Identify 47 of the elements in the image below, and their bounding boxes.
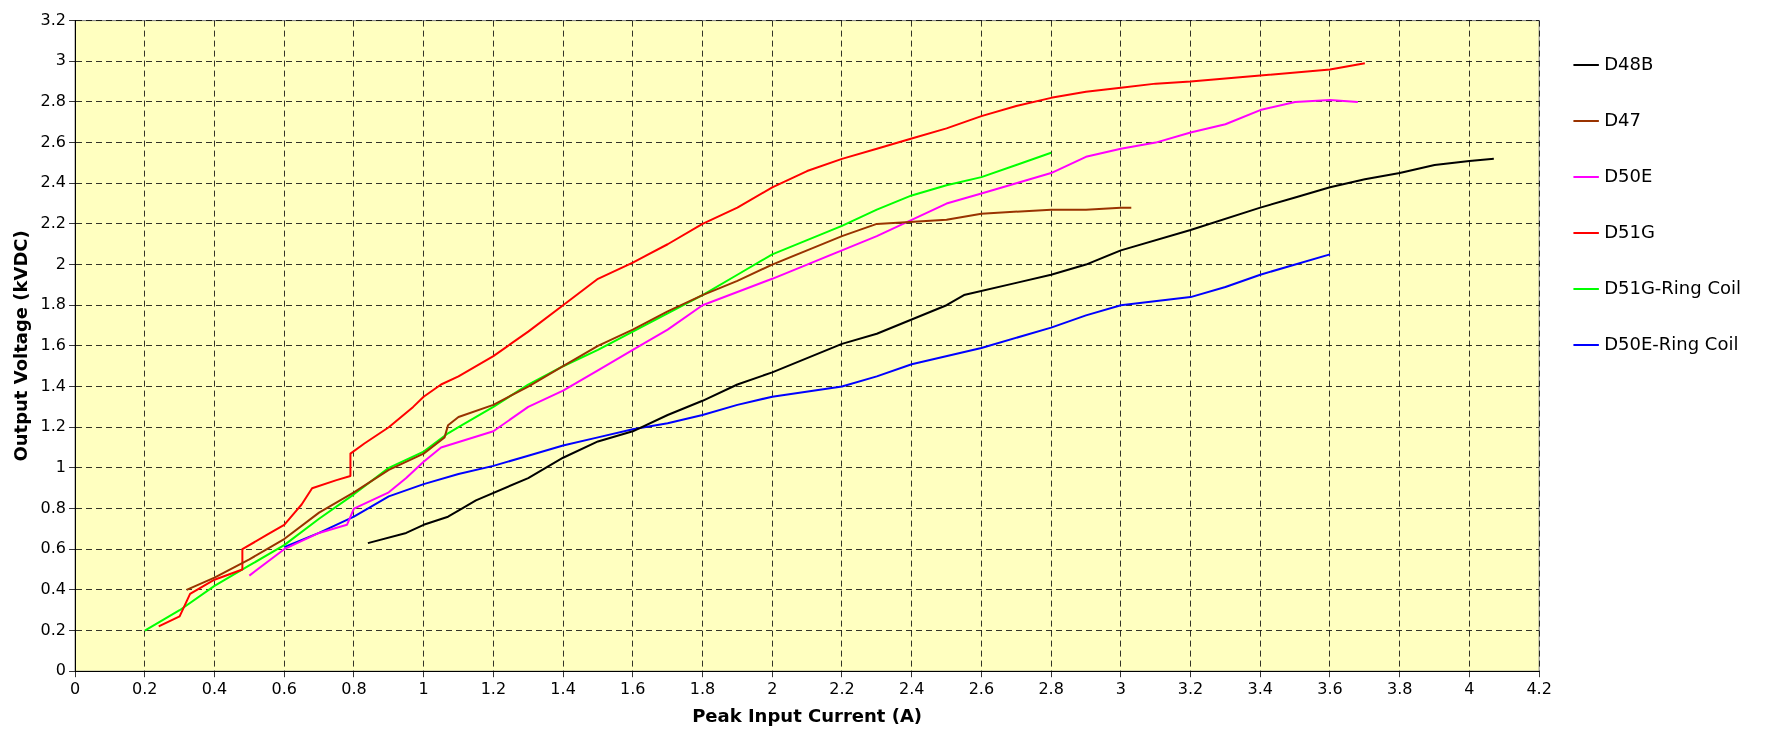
- x-tick-label: 2.4: [898, 678, 925, 698]
- y-tick-label: 3: [55, 50, 67, 70]
- x-tick-label: 3: [1115, 678, 1126, 698]
- legend-label: D47: [1604, 108, 1641, 130]
- x-tick-label: 1.4: [550, 678, 576, 698]
- x-tick-label: 0.2: [132, 678, 158, 698]
- x-tick-label: 0: [69, 678, 81, 698]
- legend-label: D48B: [1604, 52, 1654, 74]
- y-tick-label: 1.8: [40, 294, 67, 314]
- x-tick-label: 2.8: [1038, 678, 1064, 698]
- y-tick-label: 2.2: [40, 213, 67, 233]
- x-tick-label: 3.6: [1317, 678, 1343, 698]
- legend-label: D51G: [1604, 220, 1655, 242]
- y-tick-label: 1.2: [40, 416, 67, 436]
- y-tick-label: 0.6: [40, 538, 67, 558]
- y-axis-title: Output Voltage (kVDC): [10, 230, 32, 462]
- y-tick-label: 0.2: [40, 619, 67, 639]
- x-tick-label: 1.8: [689, 678, 716, 698]
- y-tick-label: 1: [55, 457, 67, 477]
- x-tick-label: 3.2: [1177, 678, 1204, 698]
- x-tick-label: 3.8: [1386, 678, 1413, 698]
- y-tick-label: 2.4: [40, 172, 67, 192]
- x-tick-label: 1.6: [620, 678, 646, 698]
- x-tick-label: 4.2: [1526, 678, 1552, 698]
- y-tick-label: 2: [55, 253, 67, 273]
- x-tick-label: 4: [1464, 678, 1475, 698]
- x-axis-title: Peak Input Current (A): [692, 704, 923, 726]
- y-tick-label: 1.4: [40, 375, 67, 395]
- legend-label: D50E: [1604, 164, 1653, 186]
- x-tick-label: 2.2: [829, 678, 855, 698]
- legend-label: D50E-Ring Coil: [1604, 332, 1739, 354]
- y-tick-label: 0.4: [40, 579, 67, 599]
- x-tick-label: 0.8: [341, 678, 367, 698]
- y-tick-label: 3.2: [40, 9, 67, 29]
- x-tick-label: 3.4: [1247, 678, 1273, 698]
- x-tick-label: 0.6: [271, 678, 297, 698]
- x-tick-label: 2: [767, 678, 778, 698]
- y-tick-label: 1.6: [40, 335, 67, 355]
- x-tick-label: 0.4: [201, 678, 228, 698]
- y-tick-label: 2.8: [40, 91, 67, 111]
- y-tick-label: 2.6: [40, 131, 67, 151]
- y-tick-label: 0: [55, 660, 67, 680]
- x-tick-label: 1.2: [480, 678, 507, 698]
- x-tick-label: 1: [418, 678, 429, 698]
- x-tick-label: 2.6: [968, 678, 995, 698]
- y-tick-label: 0.8: [40, 497, 67, 517]
- legend-label: D51G-Ring Coil: [1604, 276, 1741, 298]
